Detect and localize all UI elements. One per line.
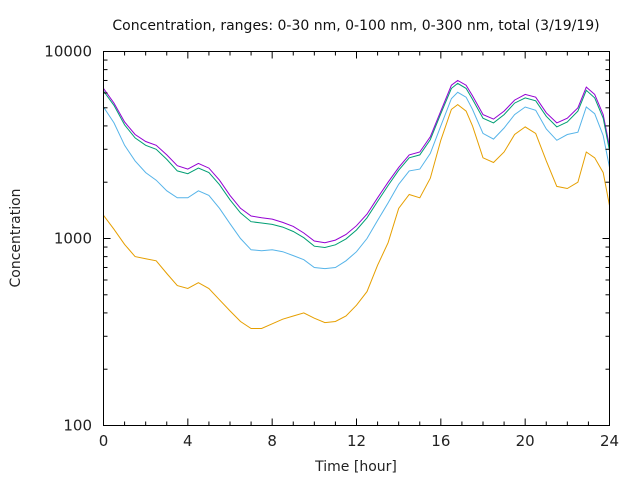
x-tick-label: 4 (183, 432, 193, 450)
series-group (103, 79, 610, 329)
x-tick-labels: 0 4 8 12 16 20 24 (99, 432, 619, 450)
y-tick-label: 10000 (44, 43, 92, 61)
x-tick-label: 12 (347, 432, 366, 450)
x-tick-label: 24 (600, 432, 619, 450)
x-tick-label: 8 (267, 432, 277, 450)
x-tick-label: 20 (516, 432, 535, 450)
x-axis-label: Time [hour] (314, 459, 397, 475)
x-tick-label: 0 (99, 432, 109, 450)
y-tick-labels: 100 1000 10000 (44, 43, 92, 435)
series-line-1 (103, 82, 610, 249)
chart-title: Concentration, ranges: 0-30 nm, 0-100 nm… (112, 18, 599, 34)
x-tick-label: 16 (431, 432, 450, 450)
series-line-2 (103, 91, 610, 270)
ticks-group (103, 51, 610, 426)
series-line-3 (103, 103, 610, 329)
y-tick-label: 100 (63, 417, 92, 435)
y-tick-label: 1000 (54, 230, 92, 248)
plot-frame (103, 51, 610, 426)
series-line-0 (103, 79, 610, 244)
y-axis-label: Concentration (8, 188, 24, 287)
